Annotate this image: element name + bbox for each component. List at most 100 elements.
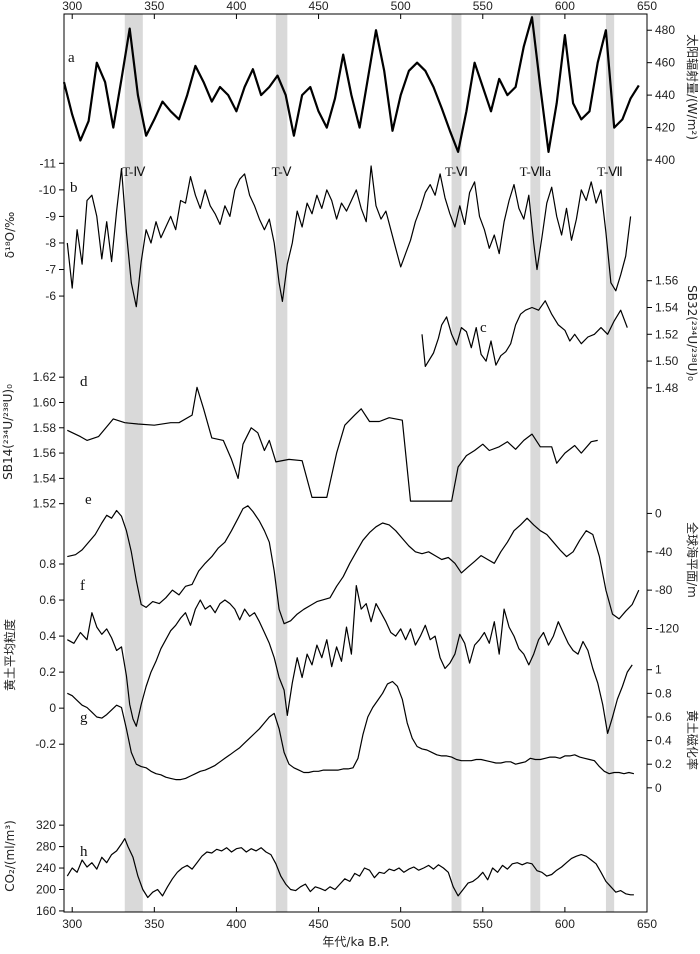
y-tick-label-b: -6 [45,289,56,303]
y-tick-label-h: 240 [36,861,56,875]
x-tick-label-bottom: 400 [226,917,246,931]
x-tick-label-top: 450 [309,0,329,13]
y-tick-label-f: 0 [49,701,56,715]
termination-bands [124,14,615,912]
series-e-line [67,505,640,625]
y-tick-label-b: -11 [40,156,57,170]
y-tick-label-f: 0.6 [39,593,56,607]
y-tick-label-a: 480 [655,23,675,37]
y-axis-title-g: 黄土磁化率 [685,710,700,770]
y-axis-title-f: 黄土平均粒度 [2,619,17,691]
y-tick-label-c: 1.48 [655,381,679,395]
y-tick-label-a: 460 [655,56,675,70]
y-tick-label-d: 1.58 [33,421,57,435]
x-tick-label-bottom: 350 [144,917,164,931]
axes: 300 300 350 350 400 400 450 450 500 500 550 550 600 6… [33,0,680,931]
series-f-line [67,585,633,734]
x-tick-label-bottom: 300 [62,917,82,931]
x-tick-label-top: 550 [473,0,493,13]
y-axis-title-h: CO₂/(ml/m³) [3,820,17,892]
termination-label: T-Ⅵ [445,164,468,179]
y-tick-label-d: 1.54 [33,471,57,485]
y-tick-label-c: 1.52 [655,327,679,341]
x-axis-title: 年代/ka B.P. [322,935,389,949]
y-tick-label-h: 320 [36,818,56,832]
y-tick-label-a: 400 [655,153,675,167]
series-g-line [67,680,635,781]
y-tick-label-g: 0.2 [655,757,672,771]
y-tick-label-f: 0.4 [39,629,56,643]
x-tick-label-top: 400 [226,0,246,13]
termination-label: T-Ⅳ [122,164,145,179]
y-axis-title-a: 太阳辐射量/(W/m²) [685,34,700,140]
termination-band [451,14,462,912]
y-tick-label-h: 280 [36,840,56,854]
x-tick-label-top: 500 [391,0,411,13]
y-tick-label-b: -8 [45,236,56,250]
series-b-line [66,165,632,308]
x-tick-label-top: 350 [144,0,164,13]
panel-letter-f: f [80,578,85,594]
plot-frame [63,13,648,913]
termination-label: T-Ⅴ [272,164,292,179]
termination-band [605,14,615,912]
y-tick-label-e: -120 [655,621,679,635]
y-axis-title-b: δ¹⁸O/‰ [3,212,17,259]
y-tick-label-d: 1.60 [33,395,57,409]
y-tick-label-c: 1.50 [655,354,679,368]
series-h-line [66,838,634,899]
x-tick-label-bottom: 500 [391,917,411,931]
series-c-line [421,300,628,367]
y-tick-label-e: -40 [655,545,673,559]
panel-letter-g: g [80,710,88,726]
y-tick-label-g: 0 [655,781,662,795]
y-axis-title-e: 全球海平面/m [685,522,700,598]
series-a-line [62,16,640,153]
panel-letter-h: h [80,844,88,860]
termination-band [530,14,541,912]
y-tick-label-g: 0.4 [655,734,672,748]
y-tick-label-g: 0.6 [655,710,672,724]
y-tick-label-d: 1.62 [33,370,57,384]
y-tick-label-b: -9 [45,209,56,223]
panel-letter-a: a [68,50,75,66]
x-tick-label-top: 650 [637,0,657,13]
y-tick-label-e: -80 [655,583,673,597]
y-tick-label-e: 0 [655,506,662,520]
termination-band [275,14,288,912]
x-tick-label-bottom: 650 [637,917,657,931]
x-tick-label-bottom: 600 [555,917,575,931]
y-tick-label-g: 0.8 [655,686,672,700]
y-tick-label-a: 420 [655,121,675,135]
y-tick-label-c: 1.54 [655,300,679,314]
panel-letter-e: e [85,492,92,508]
y-axis-title-d: SB14(²³⁴U/²³⁸U)₀ [1,384,15,480]
y-tick-label-d: 1.56 [33,446,57,460]
y-tick-label-h: 160 [36,904,56,918]
x-tick-label-top: 300 [62,0,82,13]
y-tick-label-h: 200 [36,882,56,896]
y-tick-label-f: -0.2 [35,737,56,751]
termination-band [124,14,143,912]
data-curves [62,16,640,899]
series-d-line [67,386,598,502]
panel-letter-d: d [80,374,88,390]
y-tick-label-f: 0.2 [39,665,56,679]
x-tick-label-bottom: 450 [309,917,329,931]
y-tick-label-f: 0.8 [39,557,56,571]
y-tick-label-b: -7 [45,263,56,277]
panel-letter-c: c [480,320,487,336]
x-tick-label-top: 600 [555,0,575,13]
y-axis-title-c: SB32(²³⁴U/²³⁸U)₀ [685,285,699,381]
y-tick-label-d: 1.52 [33,497,57,511]
termination-label: T-Ⅶa [520,164,552,179]
termination-label: T-Ⅶ [597,164,623,179]
y-tick-label-a: 440 [655,88,675,102]
y-tick-label-g: 1 [655,663,662,677]
y-tick-label-c: 1.56 [655,274,679,288]
panel-letter-b: b [70,180,78,196]
x-tick-label-bottom: 550 [473,917,493,931]
y-tick-label-b: -10 [39,183,57,197]
